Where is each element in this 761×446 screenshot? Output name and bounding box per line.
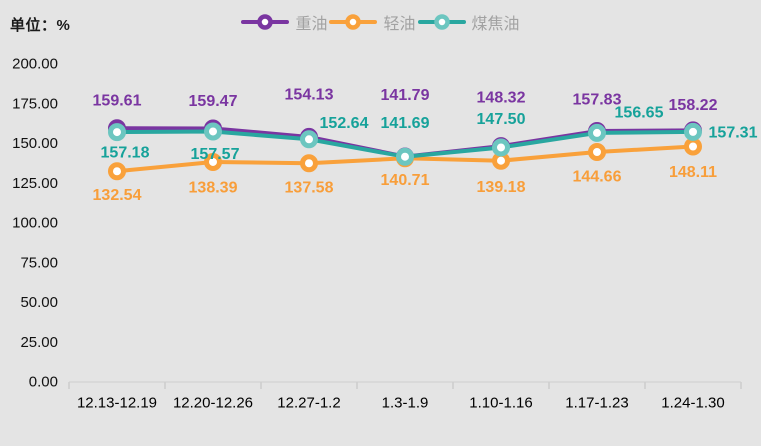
- legend-donut: [433, 14, 450, 30]
- data-label-coal-tar: 147.50: [477, 111, 526, 128]
- data-label-heavy-oil: 157.83: [573, 92, 622, 109]
- data-label-light-oil: 137.58: [285, 180, 334, 197]
- legend-label: 轻油: [383, 16, 416, 33]
- y-axis-tick-label: 125.00: [12, 175, 58, 192]
- data-label-coal-tar: 141.69: [381, 115, 430, 132]
- data-point-marker-coal-tar: [492, 138, 510, 157]
- x-axis-category-label: 1.17-1.23: [565, 395, 628, 412]
- y-axis-tick-label: 25.00: [20, 334, 58, 351]
- legend-label: 重油: [295, 16, 328, 33]
- x-axis-category-label: 1.24-1.30: [661, 395, 724, 412]
- legend-label: 煤焦油: [471, 16, 520, 33]
- data-label-coal-tar: 157.18: [101, 145, 150, 162]
- legend: 重油 轻油 煤焦油: [0, 10, 761, 34]
- y-axis-tick-label: 50.00: [20, 294, 58, 311]
- data-label-light-oil: 140.71: [381, 172, 430, 189]
- data-point-marker-light-oil: [204, 152, 222, 171]
- unit-label: 单位：%: [10, 17, 71, 34]
- legend-line-marker-icon: [241, 14, 290, 30]
- y-axis-tick-label: 100.00: [12, 215, 58, 232]
- y-axis-tick-label: 200.00: [12, 56, 58, 73]
- data-label-light-oil: 132.54: [93, 187, 142, 204]
- y-axis-tick-label: 175.00: [12, 95, 58, 112]
- data-label-light-oil: 138.39: [189, 179, 238, 196]
- legend-item-light-oil[interactable]: 轻油: [329, 10, 416, 34]
- data-label-heavy-oil: 159.61: [93, 93, 142, 110]
- x-axis-category-label: 1.10-1.16: [469, 395, 532, 412]
- x-axis-category-label: 12.13-12.19: [77, 395, 157, 412]
- data-point-marker-light-oil: [300, 154, 318, 173]
- x-axis-category-label: 12.27-1.2: [277, 395, 340, 412]
- data-point-marker-coal-tar: [108, 123, 126, 142]
- data-label-light-oil: 139.18: [477, 179, 526, 196]
- y-axis-tick-label: 0.00: [29, 374, 58, 391]
- data-label-heavy-oil: 141.79: [381, 87, 430, 104]
- x-axis-category-label: 1.3-1.9: [382, 395, 429, 412]
- y-axis-tick-label: 75.00: [20, 254, 58, 271]
- data-point-marker-coal-tar: [684, 122, 702, 141]
- data-label-heavy-oil: 154.13: [285, 86, 334, 103]
- data-label-light-oil: 144.66: [573, 168, 622, 185]
- legend-item-coal-tar[interactable]: 煤焦油: [417, 10, 520, 34]
- data-label-heavy-oil: 148.32: [477, 90, 526, 107]
- data-label-heavy-oil: 159.47: [189, 93, 238, 110]
- data-point-marker-coal-tar: [204, 122, 222, 141]
- data-point-marker-light-oil: [108, 162, 126, 181]
- data-point-marker-coal-tar: [396, 147, 414, 166]
- data-label-coal-tar: 156.65: [615, 104, 664, 121]
- data-label-coal-tar: 157.57: [191, 146, 240, 163]
- x-axis-category-label: 12.20-12.26: [173, 395, 253, 412]
- data-label-coal-tar: 157.31: [709, 124, 758, 141]
- data-label-heavy-oil: 158.22: [669, 97, 718, 114]
- data-point-marker-light-oil: [588, 142, 606, 161]
- data-point-marker-coal-tar: [588, 123, 606, 142]
- data-label-light-oil: 148.11: [669, 164, 717, 181]
- legend-donut: [345, 14, 362, 30]
- y-axis-tick-label: 150.00: [12, 135, 58, 152]
- data-point-marker-light-oil: [684, 137, 702, 156]
- legend-donut: [257, 14, 274, 30]
- data-label-coal-tar: 152.64: [320, 115, 369, 132]
- legend-line-marker-icon: [417, 14, 466, 30]
- legend-item-heavy-oil[interactable]: 重油: [241, 10, 327, 34]
- legend-line-marker-icon: [329, 14, 378, 30]
- data-point-marker-coal-tar: [300, 130, 318, 149]
